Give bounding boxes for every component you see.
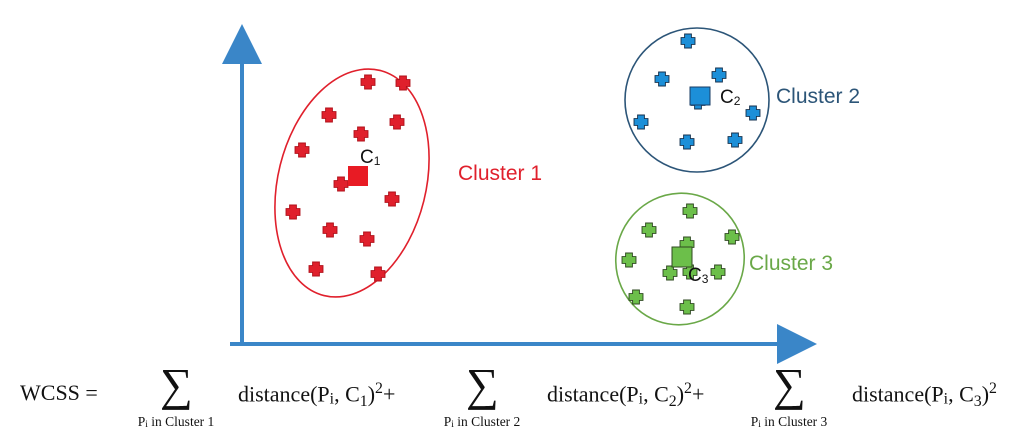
centroid-1-label: C1 <box>360 147 381 168</box>
cluster-3-label: Cluster 3 <box>749 252 833 275</box>
cluster-3-point-5 <box>621 252 637 268</box>
centroid-2-label: C2 <box>720 87 741 108</box>
cluster-2-point-5 <box>745 105 761 121</box>
centroid-3-marker <box>671 246 693 268</box>
formula-lhs: WCSS = <box>20 380 98 405</box>
cluster-1-point-6 <box>294 142 310 158</box>
cluster-3-point-2 <box>641 222 657 238</box>
cluster-2-point-7 <box>679 134 695 150</box>
summation-3-condition: Pi in Cluster 3 <box>750 414 828 431</box>
centroid-2-marker <box>689 86 711 106</box>
cluster-1-point-10 <box>322 222 338 238</box>
cluster-1-point-7 <box>333 176 349 192</box>
cluster-1-point-11 <box>359 231 375 247</box>
cluster-1-point-12 <box>308 261 324 277</box>
cluster-2-point-6 <box>633 114 649 130</box>
wcss-formula: WCSS = ∑ Pi in Cluster 1 distance(Pi, C1… <box>0 359 1026 446</box>
cluster-3-point-4 <box>724 229 740 245</box>
summation-2-icon: ∑ <box>466 359 499 410</box>
cluster-3-point-6 <box>662 265 678 281</box>
cluster-3-point-10 <box>679 299 695 315</box>
formula-term-1: distance(Pi, C1)2+ <box>238 380 396 411</box>
cluster-2-label: Cluster 2 <box>776 85 860 108</box>
cluster-2-point-3 <box>711 67 727 83</box>
centroid-3-label: C3 <box>688 265 709 286</box>
cluster-1-point-4 <box>389 114 405 130</box>
formula-term-3: distance(Pi, C3)2 <box>852 380 997 411</box>
cluster-1-label: Cluster 1 <box>458 162 542 185</box>
cluster-1-point-2 <box>395 75 411 91</box>
summation-1-condition: Pi in Cluster 1 <box>137 414 215 431</box>
cluster-1-point-13 <box>370 266 386 282</box>
cluster-1-point-9 <box>285 204 301 220</box>
cluster-1-point-8 <box>384 191 400 207</box>
cluster-3-boundary <box>614 192 746 326</box>
cluster-3-point-1 <box>682 203 698 219</box>
cluster-2-point-2 <box>654 71 670 87</box>
data-points <box>285 33 761 315</box>
centroid-1-marker <box>348 166 368 186</box>
summation-2-condition: Pi in Cluster 2 <box>443 414 521 431</box>
cluster-1-boundary <box>274 68 430 298</box>
cluster-2-point-1 <box>680 33 696 49</box>
cluster-1-point-3 <box>321 107 337 123</box>
summation-1-icon: ∑ <box>160 359 193 410</box>
cluster-1-point-1 <box>360 74 376 90</box>
cluster-3-point-9 <box>628 289 644 305</box>
cluster-2-boundary <box>624 27 770 173</box>
summation-3-icon: ∑ <box>773 359 806 410</box>
formula-term-2: distance(Pi, C2)2+ <box>547 380 705 411</box>
cluster-1-point-5 <box>353 126 369 142</box>
cluster-3-point-7 <box>682 264 698 280</box>
cluster-3-point-8 <box>710 264 726 280</box>
cluster-2-point-8 <box>727 132 743 148</box>
